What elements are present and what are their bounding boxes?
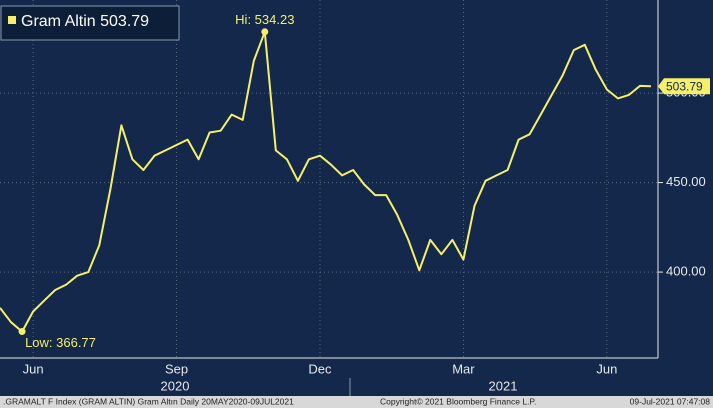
- x-tick-label: Sep: [165, 361, 188, 376]
- footer-center: Copyright© 2021 Bloomberg Finance L.P.: [380, 396, 536, 406]
- last-value-tag: [658, 78, 710, 95]
- y-tick-label: 450.00: [666, 174, 706, 189]
- year-label: 2021: [489, 378, 518, 393]
- series-line: [0, 30, 652, 333]
- x-tick-label: Mar: [452, 361, 475, 376]
- last-value-label: 503.79: [666, 79, 703, 93]
- year-label: 2020: [161, 378, 190, 393]
- legend-label: Gram Altin 503.79: [21, 13, 149, 30]
- low-label: Low: 366.77: [25, 335, 96, 350]
- x-tick-label: Dec: [308, 361, 332, 376]
- low-marker: [18, 328, 26, 336]
- footer-bar: [0, 396, 713, 408]
- high-marker: [261, 28, 269, 36]
- legend-box: [0, 5, 180, 41]
- y-tick-label: 400.00: [666, 264, 706, 279]
- high-label: Hi: 534.23: [235, 12, 294, 27]
- x-tick-label: Jun: [596, 361, 617, 376]
- footer-right: 09-Jul-2021 07:47:08: [630, 396, 711, 406]
- legend-swatch: [8, 16, 16, 24]
- x-tick-label: Jun: [23, 361, 44, 376]
- footer-left: .GRAMALT F Index (GRAM ALTIN) Gram Altın…: [3, 396, 294, 406]
